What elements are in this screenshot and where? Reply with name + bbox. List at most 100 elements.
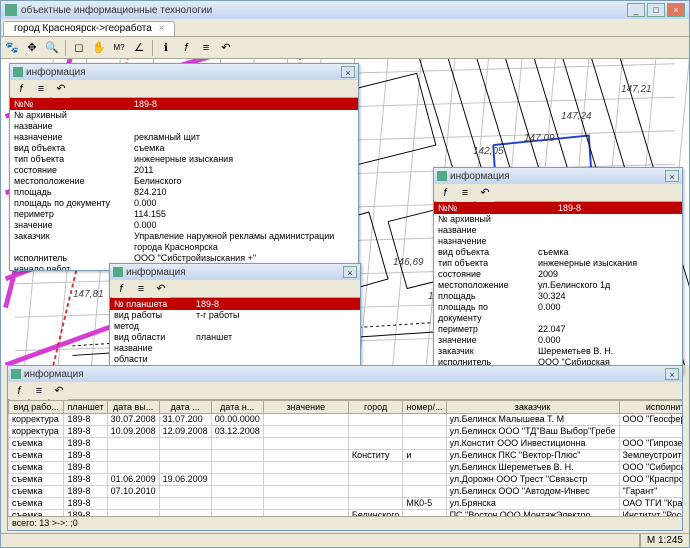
column-header[interactable]: вид рабо... xyxy=(9,401,64,414)
panel-close-button[interactable]: × xyxy=(665,170,679,182)
cell xyxy=(159,486,211,498)
column-header[interactable]: значение xyxy=(263,401,348,414)
table-row[interactable]: съемка189-8МК0-5ул.БрянскаОАО ТГИ "Красн… xyxy=(9,498,683,510)
kv-key: название xyxy=(10,121,130,132)
cell xyxy=(263,426,348,438)
cell: 00.00.0000 xyxy=(211,414,263,426)
info-panel-2[interactable]: информация × f ≡ ↶ №№ 189-8 № архивныйна… xyxy=(433,167,683,375)
app-title-text: объектные информационные технологии xyxy=(21,5,212,16)
panel-icon xyxy=(437,171,447,181)
cell xyxy=(403,438,446,450)
cell xyxy=(619,426,682,438)
app-titlebar[interactable]: объектные информационные технологии _ □ … xyxy=(1,1,689,19)
cell xyxy=(348,414,403,426)
tool-measure-icon[interactable]: М? xyxy=(110,39,128,57)
cell: ул.Белинск ООО "ТД"Ваш Выбор"Гребе xyxy=(446,426,619,438)
kv-row: площадь по документу0.000 xyxy=(434,302,682,324)
kv-key: вид области xyxy=(110,332,192,343)
panel-tool-undo-icon[interactable]: ↶ xyxy=(476,184,494,202)
tool-undo-icon[interactable]: ↶ xyxy=(217,39,235,57)
cell xyxy=(107,498,159,510)
panel-tool-doc-icon[interactable]: ≡ xyxy=(32,80,50,98)
cell: Институт "Роспроек xyxy=(619,510,682,517)
panel-close-button[interactable]: × xyxy=(665,368,679,380)
bottom-info-panel[interactable]: информация × f ≡ ↶ вид рабо...планшетдат… xyxy=(7,365,683,531)
panel-tool-fx-icon[interactable]: f xyxy=(12,80,30,98)
column-header[interactable]: номер/... xyxy=(403,401,446,414)
minimize-button[interactable]: _ xyxy=(627,3,645,17)
column-header[interactable]: исполнитель xyxy=(619,401,682,414)
tool-doc-icon[interactable]: ≡ xyxy=(197,39,215,57)
tab-close-icon[interactable]: × xyxy=(159,23,165,34)
panel-tool-fx-icon[interactable]: f xyxy=(436,184,454,202)
cell xyxy=(403,462,446,474)
tool-zoom-icon[interactable]: 🔍 xyxy=(43,39,61,57)
table-row[interactable]: корректура189-810.09.200812.09.200803.12… xyxy=(9,426,683,438)
panel-tool-doc-icon[interactable]: ≡ xyxy=(456,184,474,202)
kv-value xyxy=(534,236,682,247)
panel-hdr-key: №№ xyxy=(10,98,130,110)
table-row[interactable]: корректура189-830.07.200831.07.20000.00.… xyxy=(9,414,683,426)
app-window: объектные информационные технологии _ □ … xyxy=(0,0,690,548)
kv-value: Белинского xyxy=(130,176,358,187)
panel-tool-doc-icon[interactable]: ≡ xyxy=(30,382,48,400)
kv-row: местоположениеБелинского xyxy=(10,176,358,187)
panel-tool-doc-icon[interactable]: ≡ xyxy=(132,280,150,298)
close-button[interactable]: × xyxy=(667,3,685,17)
table-row[interactable]: съемка189-8Конституиул.Белинск ПКС "Вект… xyxy=(9,450,683,462)
column-header[interactable]: дата ... xyxy=(159,401,211,414)
panel-close-button[interactable]: × xyxy=(341,66,355,78)
map-label: 147,81 xyxy=(73,289,104,300)
panel-titlebar[interactable]: информация × xyxy=(110,264,360,280)
cell: ООО "Сибирская земле xyxy=(619,462,682,474)
tool-angle-icon[interactable]: ∠ xyxy=(130,39,148,57)
kv-row: название xyxy=(434,225,682,236)
cell: ОАО ТГИ "Красноярск xyxy=(619,498,682,510)
kv-value: съемка xyxy=(130,143,358,154)
separator xyxy=(65,40,66,56)
cell: ул.Белинск Шереметьев В. Н. xyxy=(446,462,619,474)
info-panel-1[interactable]: информация × f ≡ ↶ №№ 189-8 № архивныйна… xyxy=(9,63,359,271)
kv-key: значение xyxy=(434,335,534,346)
panel-icon xyxy=(113,267,123,277)
sub-val: 189-8 xyxy=(196,299,219,309)
table-row[interactable]: съемка189-801.06.200919.06.2009ул.Дорожн… xyxy=(9,474,683,486)
column-header[interactable]: планшет xyxy=(64,401,107,414)
cell xyxy=(107,462,159,474)
tool-hand-icon[interactable]: ✋ xyxy=(90,39,108,57)
panel-tool-fx-icon[interactable]: f xyxy=(10,382,28,400)
status-left xyxy=(1,534,640,547)
records-table[interactable]: вид рабо...планшетдата вы...дата ...дата… xyxy=(8,400,682,516)
table-row[interactable]: съемка189-807.10.2010ул.Белинск ООО "Авт… xyxy=(9,486,683,498)
grid-scroll[interactable]: вид рабо...планшетдата вы...дата ...дата… xyxy=(8,400,682,516)
panel-tool-undo-icon[interactable]: ↶ xyxy=(52,80,70,98)
tool-select-icon[interactable]: ◻ xyxy=(70,39,88,57)
panel-titlebar[interactable]: информация × xyxy=(434,168,682,184)
table-row[interactable]: съемка189-8ул.Констит ООО ИнвестиционнаО… xyxy=(9,438,683,450)
table-row[interactable]: съемка189-8ул.Белинск Шереметьев В. Н.ОО… xyxy=(9,462,683,474)
panel-tool-undo-icon[interactable]: ↶ xyxy=(152,280,170,298)
cell xyxy=(263,486,348,498)
kv-value: 0.000 xyxy=(534,302,682,324)
cell: съемка xyxy=(9,450,64,462)
tool-pan-icon[interactable]: ✥ xyxy=(23,39,41,57)
panel-titlebar[interactable]: информация × xyxy=(8,366,682,382)
maximize-button[interactable]: □ xyxy=(647,3,665,17)
tool-fx-icon[interactable]: f xyxy=(177,39,195,57)
tool-info-icon[interactable]: ℹ xyxy=(157,39,175,57)
cell: съемка xyxy=(9,498,64,510)
column-header[interactable]: город xyxy=(348,401,403,414)
panel-titlebar[interactable]: информация × xyxy=(10,64,358,80)
panel-tool-fx-icon[interactable]: f xyxy=(112,280,130,298)
tool-paw-icon[interactable]: 🐾 xyxy=(3,39,21,57)
column-header[interactable]: дата вы... xyxy=(107,401,159,414)
cell: ул.Белинск ПКС "Вектор-Плюс" xyxy=(446,450,619,462)
column-header[interactable]: дата н... xyxy=(211,401,263,414)
panel-close-button[interactable]: × xyxy=(343,266,357,278)
column-header[interactable]: заказчик xyxy=(446,401,619,414)
kv-value xyxy=(130,110,358,121)
cell: 12.09.2008 xyxy=(159,426,211,438)
document-tab[interactable]: город Красноярск->георабота × xyxy=(3,21,175,36)
panel-tool-undo-icon[interactable]: ↶ xyxy=(50,382,68,400)
cell: 189-8 xyxy=(64,438,107,450)
